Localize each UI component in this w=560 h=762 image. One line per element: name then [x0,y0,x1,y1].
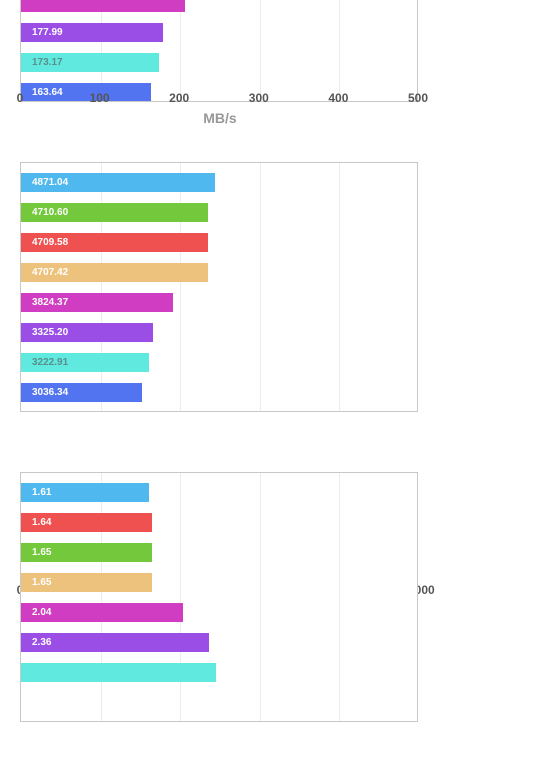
gridline [259,163,261,411]
bar-value-label: 3036.34 [32,387,69,398]
bar-value-label: 4710.60 [32,207,69,218]
x-tick-label: 500 [407,91,429,105]
bar-chart-1: 177.99 173.17 163.64 0 100 200 300 400 500 MB/s [0,0,560,142]
gridline [100,0,102,101]
bar-value-label: 2.36 [32,637,52,648]
x-tick-label: 100 [89,91,110,105]
bar [21,663,217,682]
bar: 177.99 [21,23,163,42]
bar-value-label: 4709.58 [32,237,69,248]
bar-value-label: 173.17 [32,57,63,68]
bar-value-label: 177.99 [32,27,63,38]
bar-value-label: 1.64 [32,517,52,528]
bar: 1.65 [21,543,153,562]
bar-value-label: 1.65 [32,577,52,588]
x-tick-label: 0 [16,91,24,105]
bar-value-label: 1.61 [32,487,52,498]
bar: 3222.91 [21,353,150,372]
bar: 2.36 [21,633,209,652]
bar: 3325.20 [21,323,154,342]
bar: 3824.37 [21,293,174,312]
gridline [100,163,102,411]
bar-value-label: 4707.42 [32,267,69,278]
bar-value-label: 3222.91 [32,357,69,368]
gridline [180,0,182,101]
bar [21,0,185,12]
bar: 4710.60 [21,203,209,222]
bar-value-label: 3325.20 [32,327,69,338]
x-tick-label: 300 [248,91,269,105]
gridline [259,0,261,101]
bar: 3036.34 [21,383,142,402]
bar-value-label: 1.65 [32,547,52,558]
bar: 163.64 [21,83,152,101]
bar-value-label: 2.04 [32,607,52,618]
x-tick-label: 200 [169,91,190,105]
bar-value-label: 4871.04 [32,177,69,188]
gridline [100,473,102,721]
bar-value-label: 3824.37 [32,297,69,308]
gridline [259,473,261,721]
bar: 173.17 [21,53,159,72]
bar-chart-2: 4871.04 4710.60 4709.58 4707.42 3824.37 3325.… [0,162,560,618]
bar-chart-3: 1.61 1.64 1.65 1.65 2.04 2.36 [0,472,560,762]
gridline [180,473,182,721]
plot-area: 4871.04 4710.60 4709.58 4707.42 3824.37 3325.… [20,162,418,412]
bar: 4871.04 [21,173,215,192]
x-tick-label: 400 [328,91,349,105]
bar: 1.64 [21,513,152,532]
bar: 4709.58 [21,233,209,252]
bar: 1.65 [21,573,153,592]
plot-area: 1.61 1.64 1.65 1.65 2.04 2.36 [20,472,418,722]
gridline [180,163,182,411]
bar-value-label: 163.64 [32,87,63,98]
x-axis-label: MB/s [203,110,237,126]
plot-area: 177.99 173.17 163.64 [20,0,418,102]
gridline [339,163,341,411]
bar: 1.61 [21,483,150,502]
gridline [339,0,341,101]
bar: 4707.42 [21,263,209,282]
gridline [339,473,341,721]
bar: 2.04 [21,603,184,622]
